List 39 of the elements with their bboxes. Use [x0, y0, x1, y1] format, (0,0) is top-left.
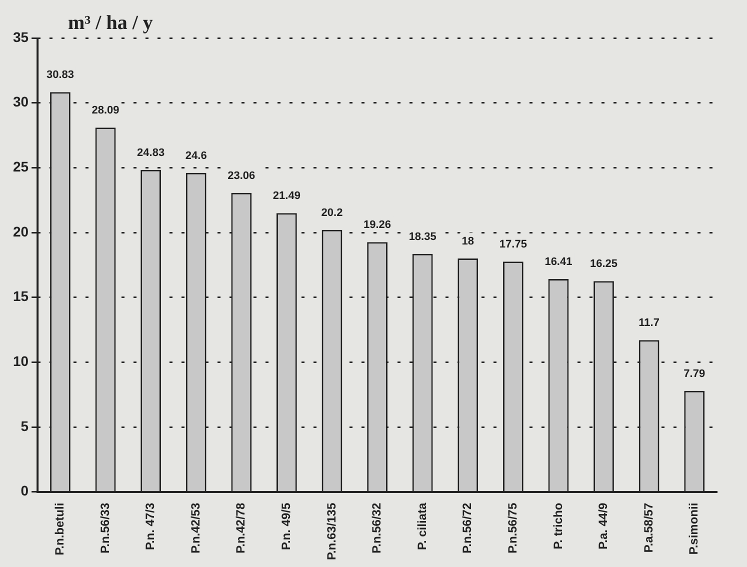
x-tick-label: P.n.56/75	[505, 502, 520, 554]
x-tick-label: P.a. 44/9	[596, 502, 610, 550]
y-tick-label: 15	[12, 288, 29, 304]
x-tick-label: P.n.56/72	[460, 502, 474, 554]
x-tick-label: P.n. 47/3	[143, 502, 158, 550]
x-tick-label: P.n. 49/5	[279, 502, 294, 550]
x-tick-label: P.a.58/57	[641, 502, 656, 553]
x-tick-label: P. ciliata	[414, 502, 429, 550]
y-tick-label: 5	[20, 418, 29, 434]
data-label: 16.41	[544, 256, 572, 268]
x-tick-label: P.simonii	[686, 502, 701, 555]
data-label: 30.83	[46, 69, 74, 82]
data-label: 16.25	[590, 258, 618, 270]
y-tick-label: 0	[20, 482, 29, 499]
data-label: 24.83	[137, 146, 165, 159]
data-label: 11.7	[638, 317, 660, 330]
x-tick-label: P. tricho	[550, 502, 565, 550]
x-tick-label: P.n.56/32	[370, 502, 384, 554]
data-label: 18.35	[408, 230, 436, 243]
data-label: 7.79	[684, 368, 706, 380]
data-label: 19.26	[364, 219, 392, 232]
y-tick-label: 10	[12, 353, 29, 370]
y-tick-label: 30	[12, 94, 29, 110]
x-tick-label: P.n.42/53	[188, 502, 202, 554]
data-label: 24.6	[185, 150, 207, 162]
y-tick-label: 25	[12, 158, 29, 175]
data-label: 17.75	[499, 238, 527, 251]
y-tick-label: 35	[12, 28, 29, 45]
x-tick-label: P.n.betuli	[52, 502, 67, 556]
x-tick-label: P.n.63/135	[324, 502, 338, 560]
data-label: 20.2	[321, 206, 343, 219]
data-label: 28.09	[92, 104, 120, 117]
data-label: 21.49	[272, 190, 300, 202]
data-label: 18	[462, 235, 474, 248]
y-tick-label: 20	[12, 223, 29, 240]
x-tick-label: P.n.56/33	[98, 502, 112, 554]
x-tick-label: P.n.42/78	[234, 502, 248, 554]
data-label: 23.06	[228, 170, 256, 182]
y-axis-title: m³ / ha / y	[68, 12, 153, 35]
